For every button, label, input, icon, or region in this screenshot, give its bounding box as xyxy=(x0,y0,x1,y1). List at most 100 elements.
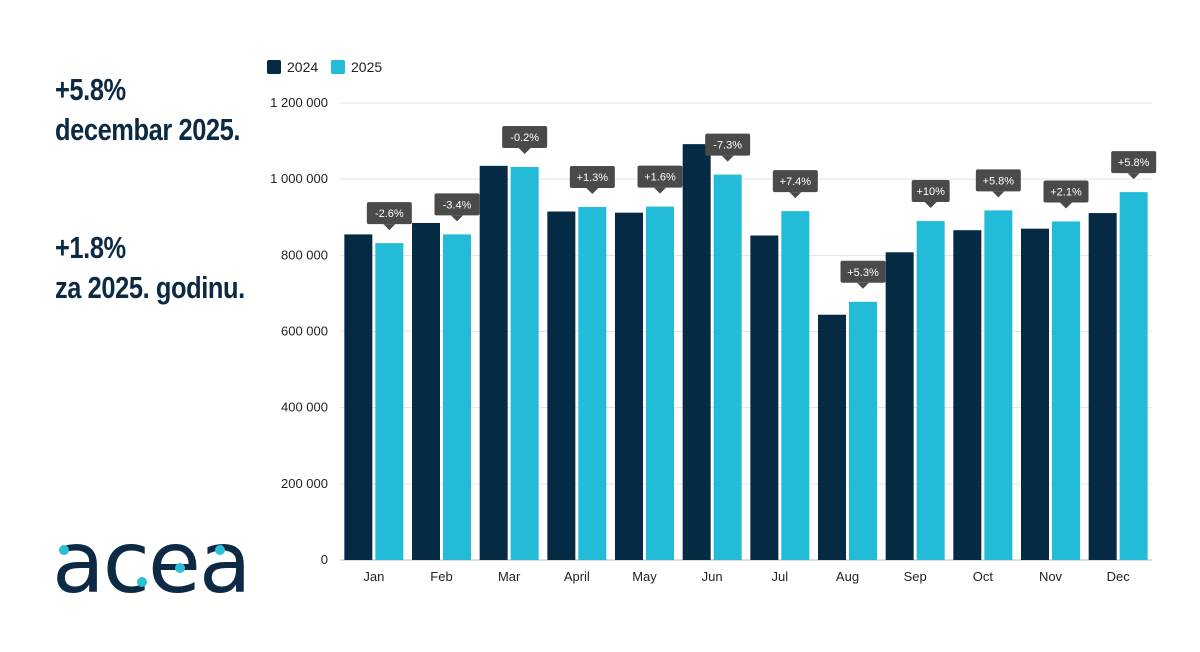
annotation-oct: +5.8% xyxy=(975,169,1021,198)
y-axis-ticks: 0 200 000 400 000 600 000 800 000 1 000 000 1 … xyxy=(270,95,328,567)
acea-logo: acea xyxy=(52,513,252,613)
bar-2024-may xyxy=(615,212,643,560)
bar-2025-jan xyxy=(375,243,404,560)
bar-2025-may xyxy=(646,206,674,560)
annotation-box xyxy=(366,202,412,225)
x-tick-label: Mar xyxy=(498,569,521,584)
annotation-box xyxy=(975,169,1021,192)
grid-lines xyxy=(340,102,1152,561)
y-tick-label: 0 xyxy=(321,552,328,567)
annotation-pointer xyxy=(924,202,937,209)
annotation-box xyxy=(434,193,480,216)
bar-2025-jul xyxy=(781,211,810,560)
bar-2025-feb xyxy=(443,234,471,560)
legend: 2024 2025 xyxy=(267,59,382,75)
annotation-label: +2.1% xyxy=(1050,186,1082,198)
bar-2024-mar xyxy=(479,165,508,560)
annotation-label: +1.6% xyxy=(644,172,676,184)
headline-december: +5.8% decembar 2025. xyxy=(55,70,240,150)
annotation-sep: +10% xyxy=(911,180,950,209)
annotation-box xyxy=(772,170,818,193)
bar-2024-jul xyxy=(750,235,779,560)
annotation-mar: -0.2% xyxy=(502,125,548,154)
x-tick-label: Dec xyxy=(1107,569,1131,584)
annotation-box xyxy=(637,165,683,188)
x-tick-label: Jan xyxy=(363,569,384,584)
bar-2024-jun xyxy=(682,144,711,560)
bar-2024-oct xyxy=(953,230,982,560)
y-tick-label: 400 000 xyxy=(281,400,328,415)
annotation-aug: +5.3% xyxy=(840,260,886,289)
annotation-pointer xyxy=(654,187,666,194)
bar-2024-nov xyxy=(1021,228,1049,561)
bars xyxy=(344,144,1148,561)
annotation-jul: +7.4% xyxy=(772,170,818,199)
bar-2024-dec xyxy=(1088,213,1117,560)
annotation-label: +10% xyxy=(916,186,945,198)
annotation-feb: -3.4% xyxy=(434,193,480,222)
december-change: +5.8% xyxy=(55,72,126,107)
x-tick-label: Sep xyxy=(904,569,927,584)
acea-logo-icon: acea xyxy=(52,513,252,613)
annotation-box xyxy=(911,180,950,203)
legend-label-2025: 2025 xyxy=(351,59,382,75)
annotation-box xyxy=(569,165,615,188)
annotation-april: +1.3% xyxy=(569,165,615,194)
y-tick-label: 800 000 xyxy=(281,247,328,262)
year-label: za 2025. godinu. xyxy=(55,270,245,305)
legend-swatch-2024 xyxy=(267,60,281,74)
bar-2024-feb xyxy=(412,222,440,560)
annotation-pointer xyxy=(586,187,599,194)
annotation-box xyxy=(840,260,886,283)
bar-2025-jun xyxy=(713,174,742,560)
annotation-label: +5.3% xyxy=(847,267,879,279)
annotation-pointer xyxy=(518,147,531,154)
annotation-box xyxy=(1111,151,1157,174)
bar-2025-dec xyxy=(1119,192,1148,561)
bar-2025-oct xyxy=(984,210,1013,560)
acea-logo-text: acea xyxy=(52,520,250,600)
x-tick-label: Jul xyxy=(772,569,789,584)
annotation-label: +7.4% xyxy=(780,176,812,188)
x-tick-label: Jun xyxy=(702,569,723,584)
year-change: +1.8% xyxy=(55,230,126,265)
annotation-box xyxy=(705,133,751,156)
annotation-label: +5.8% xyxy=(1118,157,1150,169)
y-tick-label: 200 000 xyxy=(281,476,328,491)
annotation-box xyxy=(1043,180,1089,203)
x-axis-ticks: Jan Feb Mar April May Jun Jul Aug Sep Oct Nov Dec xyxy=(363,569,1130,584)
annotation-label: -2.6% xyxy=(375,208,404,220)
bar-2025-sep xyxy=(916,221,945,560)
x-tick-label: May xyxy=(632,569,657,584)
annotation-pointer xyxy=(383,224,396,231)
legend-label-2024: 2024 xyxy=(287,59,318,75)
annotation-pointer xyxy=(789,192,802,199)
bar-2025-aug xyxy=(849,301,877,560)
annotation-jun: -7.3% xyxy=(705,133,751,162)
annotation-label: -7.3% xyxy=(713,140,742,152)
annotation-pointer xyxy=(992,191,1005,198)
bar-2024-sep xyxy=(885,252,914,560)
annotation-pointer xyxy=(857,282,869,289)
x-tick-label: Aug xyxy=(836,569,859,584)
annotations: -2.6% -3.4% -0.2% +1.3% +1.6% -7.3% +7.4% +5.3%… xyxy=(366,125,1157,289)
annotation-pointer xyxy=(451,215,463,222)
bar-2025-mar xyxy=(510,166,539,561)
annotation-pointer xyxy=(1127,173,1140,180)
bar-2024-jan xyxy=(344,234,373,560)
annotation-nov: +2.1% xyxy=(1043,180,1089,209)
x-tick-label: Nov xyxy=(1039,569,1063,584)
annotation-may: +1.6% xyxy=(637,165,683,194)
headline-year: +1.8% za 2025. godinu. xyxy=(55,228,245,308)
bar-2025-april xyxy=(578,206,607,560)
legend-swatch-2025 xyxy=(331,60,345,74)
annotation-pointer xyxy=(721,155,734,162)
y-tick-label: 1 200 000 xyxy=(270,95,328,110)
bar-2024-april xyxy=(547,211,576,560)
december-label: decembar 2025. xyxy=(55,112,241,147)
x-tick-label: Oct xyxy=(973,569,994,584)
annotation-label: -0.2% xyxy=(510,132,539,144)
annotation-label: +1.3% xyxy=(577,172,609,184)
annotation-jan: -2.6% xyxy=(366,202,412,231)
